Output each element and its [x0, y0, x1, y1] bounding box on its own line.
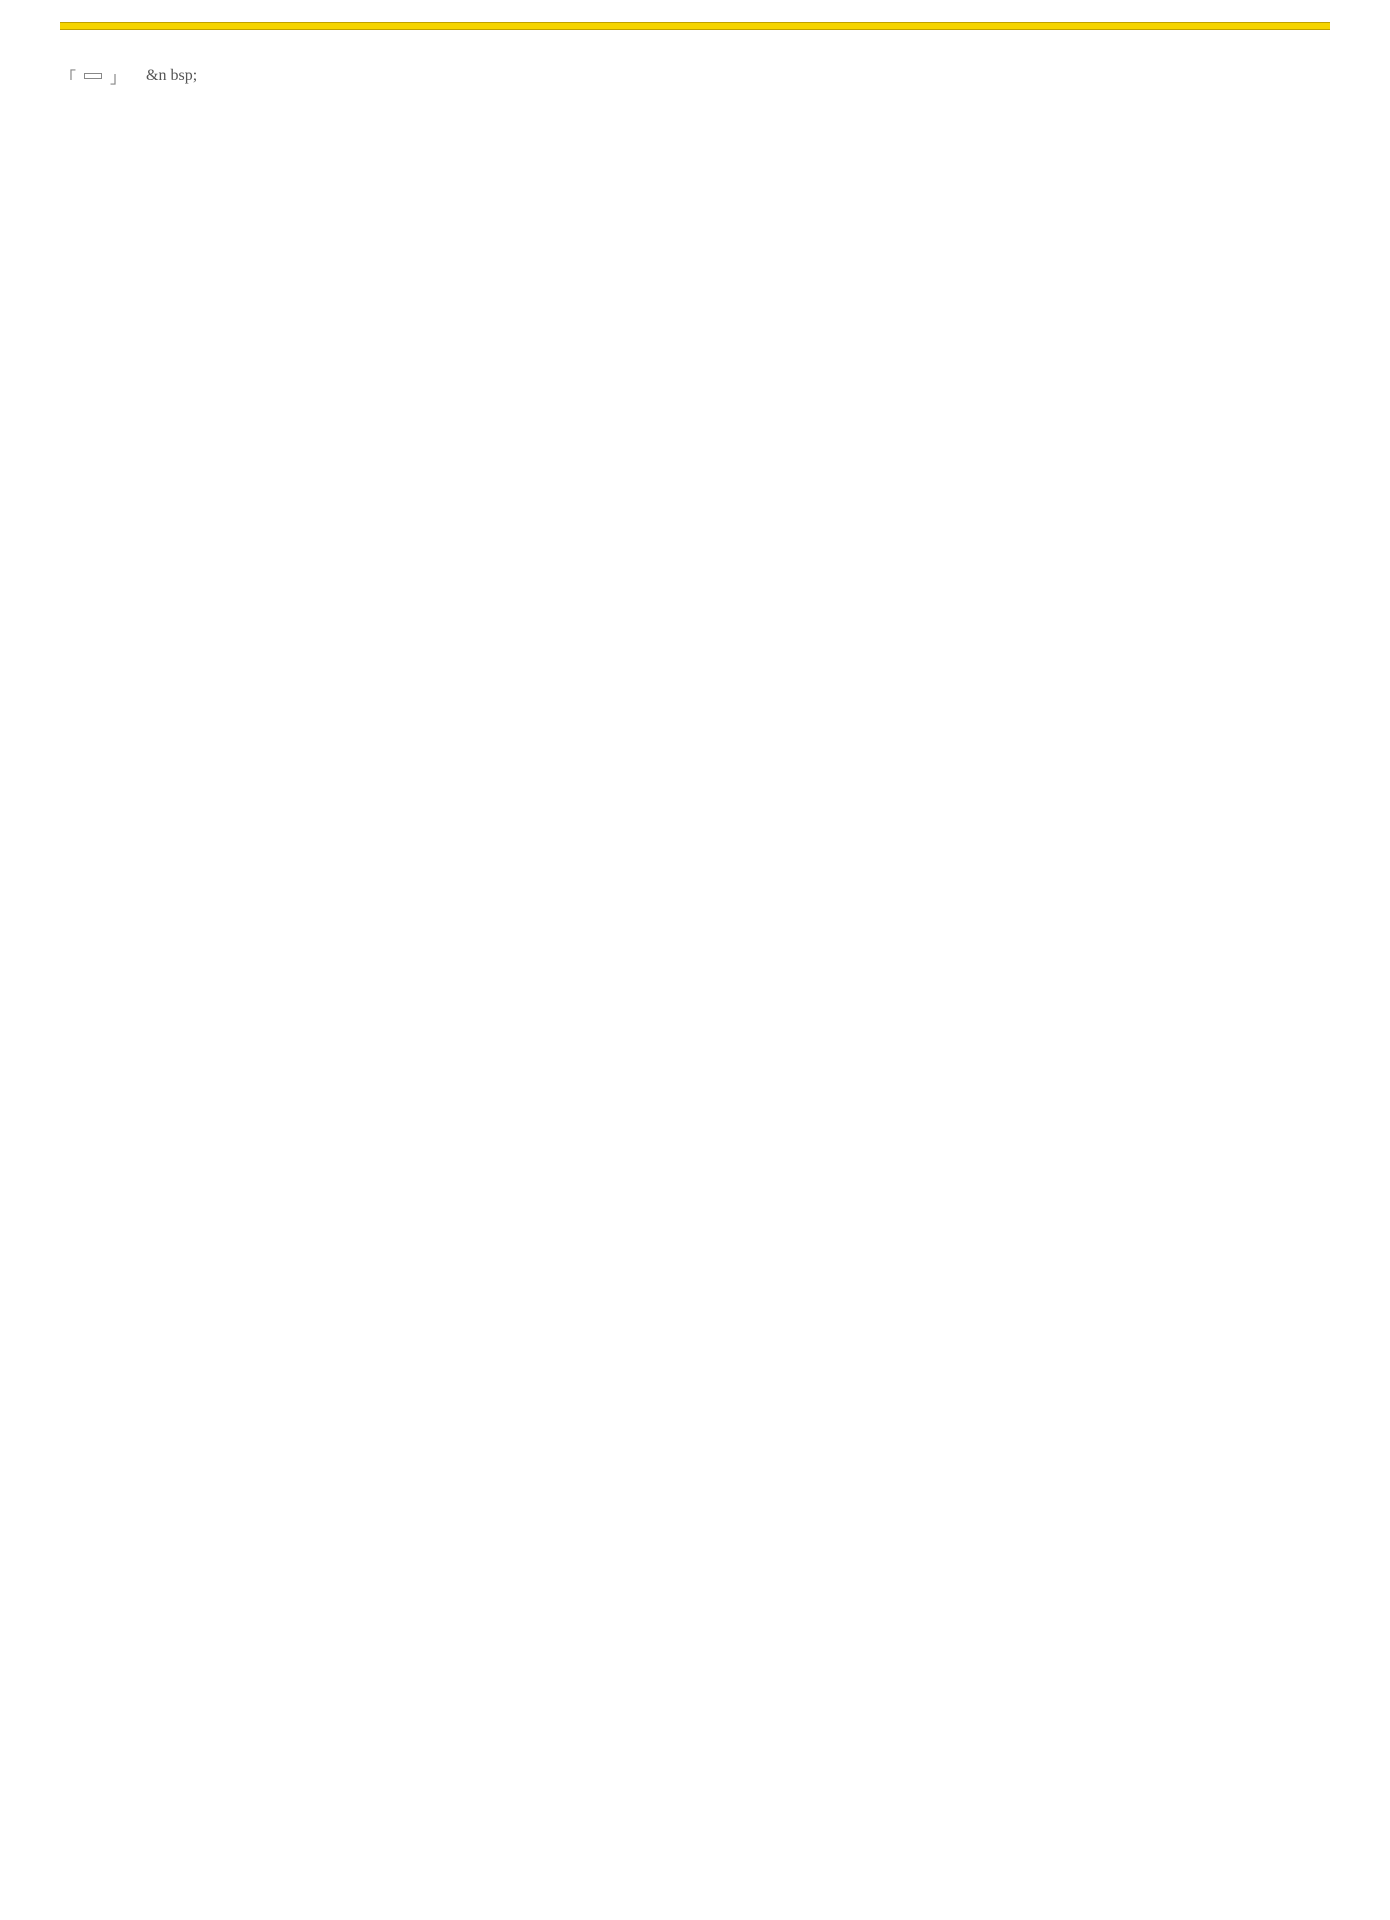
page-footer: 「 」 &n bsp;: [60, 64, 1330, 88]
page-number: [84, 73, 102, 79]
header-rule: [60, 22, 1330, 30]
